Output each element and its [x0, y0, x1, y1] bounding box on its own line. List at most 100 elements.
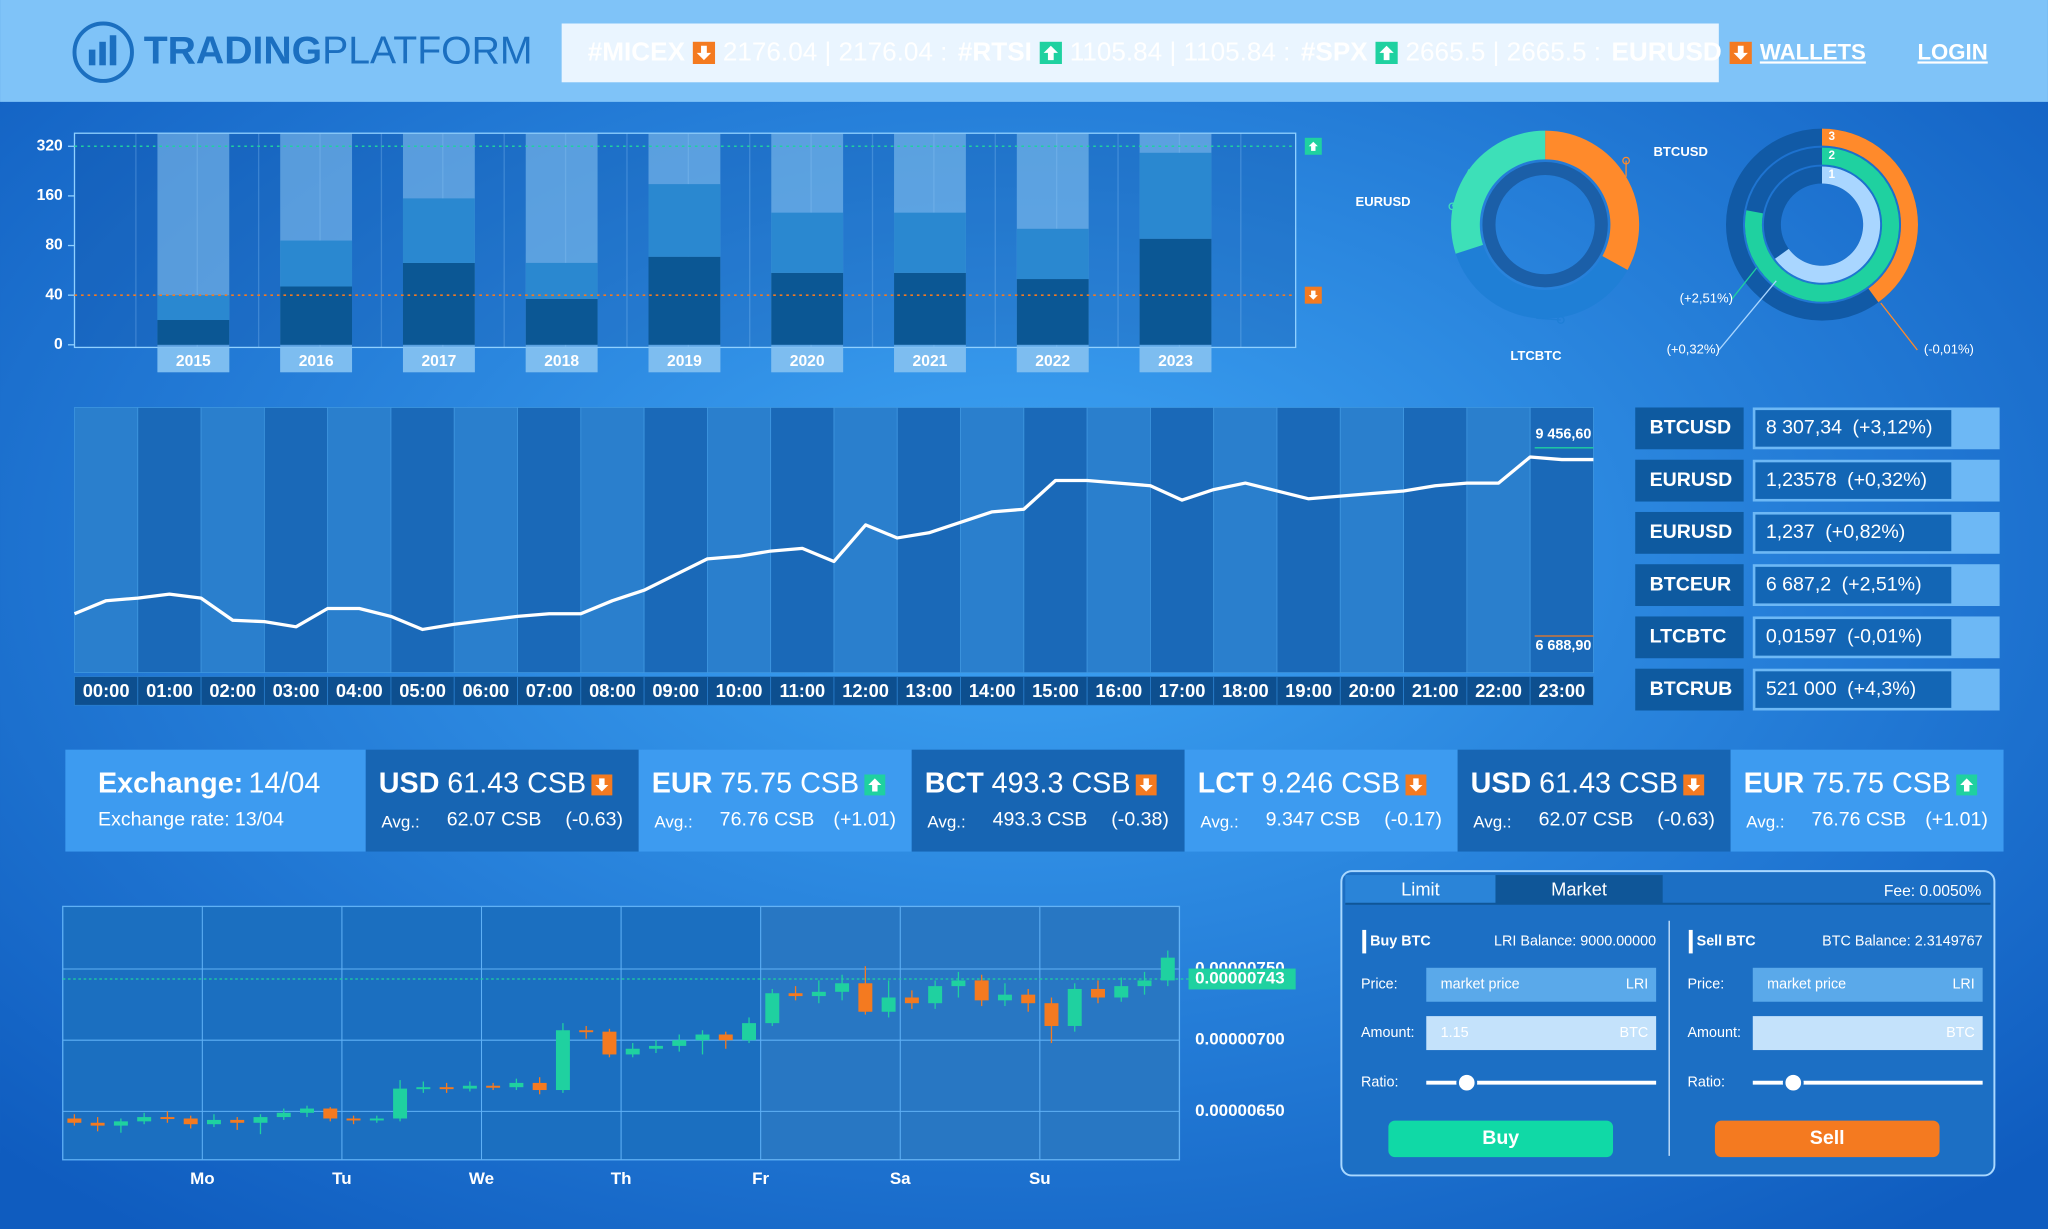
tab[interactable] [1495, 875, 1663, 904]
y-tick-label: 40 [45, 286, 63, 303]
y-tick-label: 0.00000650 [1195, 1101, 1285, 1120]
hour-column [706, 407, 772, 674]
ticker-value: 1105.84 | 1105.84 : [1070, 36, 1291, 66]
rate-inner [1755, 462, 1952, 499]
card-price: 75.75 CSB [1812, 768, 1951, 800]
rate-change: (+2,51%) [1842, 573, 1922, 595]
x-tick-label: 10:00 [716, 680, 763, 701]
y-tick-label: 9 456,60 [1535, 427, 1591, 443]
year-cell [648, 347, 721, 373]
trend-arrow [1409, 778, 1423, 792]
trend-arrow [1687, 778, 1701, 792]
logo-bar [109, 35, 117, 66]
rate-label: Exchange rate: [98, 808, 230, 830]
ring-label: 1 [1829, 168, 1836, 181]
tab-label[interactable]: Market [1551, 879, 1607, 900]
card-price: 61.43 CSB [1539, 768, 1678, 800]
trend-arrow [696, 45, 712, 61]
hour-column [643, 407, 708, 674]
nav-link[interactable]: LOGIN [1917, 39, 1987, 64]
candle-body [113, 1121, 128, 1126]
candle-body [90, 1122, 105, 1126]
ticker-symbol: #MICEX [588, 36, 686, 66]
pair-label: BTCEUR [1650, 573, 1732, 595]
action-button[interactable] [1714, 1120, 1940, 1158]
candle-body [648, 1045, 663, 1049]
candle-body [811, 991, 826, 997]
year-cell [157, 347, 230, 373]
nav-link[interactable]: WALLETS [1760, 39, 1866, 64]
card-currency: USD [1471, 768, 1532, 800]
input-placeholder: market price [1767, 977, 1846, 993]
hour-column [1466, 407, 1531, 674]
rate-change: (-0,01%) [1847, 626, 1922, 648]
hour-cell [1466, 676, 1531, 706]
input-box[interactable] [1426, 967, 1657, 1002]
candle-body [625, 1048, 640, 1055]
button-label[interactable]: Buy [1482, 1127, 1519, 1149]
fee-label: Fee: 0.0050% [1884, 883, 1982, 900]
slider-knob[interactable] [1782, 1072, 1804, 1094]
candle-body [1091, 988, 1105, 998]
x-tick-label: 14:00 [969, 680, 1016, 701]
ticker-symbol: #SPX [1301, 36, 1368, 66]
note-leader [1718, 280, 1777, 351]
pair-label: EURUSD [1650, 469, 1733, 491]
x-tick-label: 2017 [421, 353, 456, 370]
x-tick-label: 08:00 [589, 680, 636, 701]
avg-label: Avg.: [1473, 812, 1511, 831]
pair-box[interactable] [1635, 511, 1744, 554]
candle-body [253, 1117, 268, 1123]
hour-column [200, 407, 265, 674]
y-tick-label: 160 [37, 187, 63, 204]
bar-segment [894, 212, 966, 273]
ticker-value: 2176.04 | 2176.04 : [723, 36, 948, 66]
panel-title: Sell BTC [1697, 933, 1756, 949]
pair-box[interactable] [1635, 668, 1744, 711]
trend-arrow [1043, 45, 1059, 61]
hour-column [517, 407, 582, 674]
exchange-head [65, 749, 366, 852]
segment-label: EURUSD [1355, 194, 1410, 209]
trend-arrow [595, 778, 609, 792]
field-label: Amount: [1687, 1025, 1740, 1041]
candle-body [439, 1087, 454, 1090]
segment-label: BTCUSD [1654, 144, 1708, 159]
rate-inner [1755, 566, 1952, 604]
card-change: (-0.63) [565, 808, 623, 830]
hour-cell [1150, 676, 1215, 706]
hour-cell [580, 676, 645, 706]
input-box[interactable] [1752, 1016, 1983, 1051]
candle-body [1067, 988, 1082, 1026]
input-box[interactable] [1426, 1016, 1657, 1051]
rate-date: 13/04 [235, 808, 284, 830]
donut-segment [1455, 244, 1628, 319]
candle-body [718, 1034, 733, 1041]
pair-label: BTCUSD [1650, 417, 1732, 439]
brand-bold: TRADING [144, 30, 322, 73]
trend-arrow [1139, 778, 1153, 792]
button-label[interactable]: Sell [1810, 1127, 1845, 1149]
bar-segment [402, 262, 475, 345]
label-dot [1448, 202, 1457, 211]
hour-column [1529, 407, 1594, 674]
candle-body [416, 1087, 431, 1090]
pair-box[interactable] [1635, 616, 1744, 659]
rate-change: (+0,82%) [1825, 521, 1905, 543]
exchange-card [365, 749, 639, 852]
pair-box[interactable] [1635, 459, 1744, 502]
slider-knob[interactable] [1456, 1072, 1478, 1094]
candle-body [602, 1031, 617, 1055]
pair-box[interactable] [1635, 407, 1744, 450]
ring-note: (-0,01%) [1924, 341, 1974, 356]
tab-label[interactable]: Limit [1401, 879, 1440, 900]
candle-body [555, 1030, 570, 1091]
pair-box[interactable] [1635, 564, 1744, 607]
input-box[interactable] [1752, 967, 1983, 1002]
rate-inner [1755, 410, 1952, 447]
logo-bar [99, 41, 106, 66]
card-currency: EUR [1744, 768, 1805, 800]
tab[interactable] [1345, 875, 1496, 904]
action-button[interactable] [1388, 1120, 1614, 1158]
